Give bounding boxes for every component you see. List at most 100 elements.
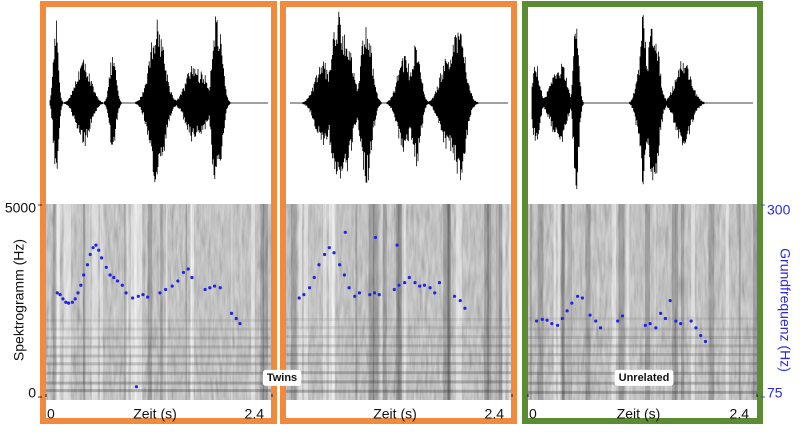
spectrogram-stripe <box>251 204 255 400</box>
spectrogram-noise <box>40 204 277 400</box>
spectrogram-stripe <box>585 204 591 400</box>
pitch-point <box>437 281 442 285</box>
spectrogram-stripe <box>332 204 336 400</box>
pitch-point <box>88 252 92 257</box>
spectrogram-stripe <box>537 204 544 400</box>
pitch-point <box>158 291 162 295</box>
spectrogram-stripe <box>83 204 90 400</box>
pitch-point <box>648 322 652 326</box>
y-tick-label: 5000 <box>5 200 36 216</box>
pitch-point <box>668 298 672 303</box>
spectrogram-stripe <box>231 204 233 400</box>
spectrogram-stripe <box>495 204 500 400</box>
pitch-point <box>550 322 554 326</box>
pitch-point <box>99 256 104 260</box>
harmonic-band <box>286 344 512 348</box>
spectrogram-stripe <box>654 204 656 400</box>
pitch-point <box>565 309 569 313</box>
pitch-point <box>181 270 186 275</box>
pitch-point <box>136 294 140 298</box>
spectrogram-stripe <box>322 204 327 400</box>
pitch-point <box>307 286 312 290</box>
spectrogram-stripe <box>397 204 401 400</box>
pitch-point <box>342 273 346 277</box>
harmonic-band <box>528 335 757 339</box>
pitch-point <box>186 267 190 271</box>
panel-frame <box>280 1 517 424</box>
harmonic-band <box>46 362 272 366</box>
pitch-point <box>422 283 427 287</box>
pitch-point <box>659 311 663 315</box>
spectrogram-stripe <box>165 204 168 400</box>
pitch-point <box>534 319 539 323</box>
harmonic-band <box>286 326 512 330</box>
annotation-text: Twins <box>267 372 297 384</box>
pitch-point <box>297 296 301 300</box>
spectrogram-stripe <box>561 204 566 400</box>
pitch-point <box>91 246 95 250</box>
pitch-point <box>580 296 584 300</box>
pitch-point <box>124 291 128 295</box>
spectrogram-stripe <box>52 204 56 400</box>
x-axis-label: Zeit (s) <box>617 406 661 422</box>
pitch-point <box>61 297 65 301</box>
y2-axis-label: Grundfrequenz (Hz) <box>777 248 793 372</box>
pitch-point <box>115 279 120 283</box>
labels: Spektrogramm (Hz) Grundfrequenz (Hz) 0 2.… <box>5 200 793 422</box>
pitch-point <box>67 301 71 305</box>
annotation-text: Unrelated <box>619 372 670 384</box>
annotation: Unrelated <box>614 369 674 386</box>
pitch-point <box>643 323 647 327</box>
panel-frame <box>522 1 763 424</box>
pitch-point <box>343 230 347 234</box>
pitch-point <box>458 298 462 303</box>
pitch-point <box>413 281 417 285</box>
pitch-point <box>55 291 59 295</box>
harmonic-band <box>286 318 512 322</box>
waveform <box>49 16 231 183</box>
spectrogram-stripe <box>83 204 86 400</box>
spectrogram-stripe <box>298 204 302 400</box>
pitch-point <box>433 291 437 295</box>
spectrogram-stripe <box>675 204 679 400</box>
pitch-point <box>229 311 234 315</box>
spectrogram-stripe <box>303 204 308 400</box>
pitch-point <box>555 323 560 327</box>
spectrogram-stripe <box>626 204 631 400</box>
spectrogram-stripe <box>561 204 565 400</box>
harmonic-band <box>46 389 272 393</box>
pitch-point <box>373 235 378 240</box>
pitch-point <box>332 251 336 255</box>
x-tick-label: 0 <box>47 406 55 422</box>
pitch-point <box>85 263 90 267</box>
spectrogram-stripe <box>567 204 572 400</box>
pitch-point <box>689 319 693 323</box>
x-tick-label: 2.4 <box>730 406 750 422</box>
spectrogram-stripe <box>130 204 137 400</box>
pitch-point <box>94 243 98 247</box>
spectrogram-stripe <box>619 204 625 400</box>
y-axis-label: Spektrogramm (Hz) <box>11 239 27 361</box>
pitch-point <box>372 291 377 295</box>
spectrogram-stripe <box>691 204 696 400</box>
spectrogram-stripe <box>123 204 127 400</box>
spectrogram-stripe <box>134 204 139 400</box>
pitch-point <box>338 263 342 267</box>
pitch-point <box>302 293 306 297</box>
spectrogram-stripe <box>484 204 489 400</box>
pitch-point <box>674 319 678 323</box>
pitch-point <box>395 243 399 247</box>
spectrogram-stripe <box>185 204 187 400</box>
harmonic-band <box>46 345 272 349</box>
pitch-point <box>570 301 574 305</box>
pitch-point <box>97 248 101 252</box>
harmonic-band <box>286 380 512 384</box>
pitch-point <box>238 322 242 326</box>
waveform <box>302 11 479 183</box>
harmonic-band <box>286 389 512 393</box>
harmonic-band <box>528 353 757 357</box>
pitch-point <box>598 326 603 330</box>
spectrogram-stripe <box>99 204 103 400</box>
pitch-point <box>212 284 217 288</box>
